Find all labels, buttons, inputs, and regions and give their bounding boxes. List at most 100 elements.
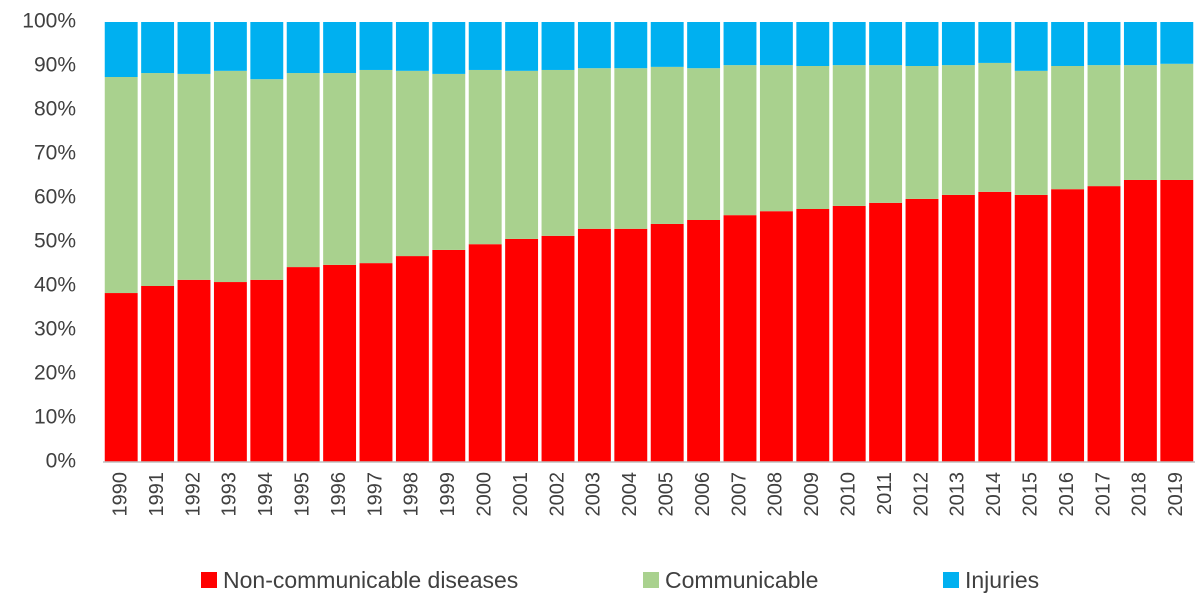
bar-segment: [177, 22, 211, 74]
bar-segment: [286, 73, 320, 268]
x-tick-label: 2009: [801, 472, 823, 517]
bar-segment: [541, 22, 575, 70]
x-tick-label: 2012: [910, 472, 932, 517]
bar-segment: [541, 235, 575, 462]
bar-segment: [468, 69, 502, 245]
y-tick-label: 20%: [34, 362, 76, 385]
y-tick-label: 10%: [34, 406, 76, 429]
x-tick-label: 1993: [219, 472, 241, 517]
bar-segment: [141, 73, 175, 286]
bar-segment: [832, 205, 866, 463]
x-tick-label: 1996: [328, 472, 350, 517]
bar-segment: [905, 198, 939, 462]
legend-label: Injuries: [965, 567, 1039, 593]
bar-segment: [687, 22, 721, 69]
bar-segment: [250, 22, 284, 80]
bar-segment: [1160, 179, 1194, 462]
bar-segment: [869, 202, 903, 462]
bar-segment: [1087, 22, 1121, 66]
bar-segment: [759, 65, 793, 212]
x-tick-label: 2001: [510, 472, 532, 517]
x-tick-label: 2002: [546, 472, 568, 517]
bar-segment: [978, 22, 1012, 63]
bar-segment: [614, 22, 648, 69]
x-tick-label: 2014: [983, 472, 1005, 517]
x-tick-label: 2015: [1019, 472, 1041, 517]
legend-swatch: [943, 572, 959, 588]
x-tick-label: 2017: [1092, 472, 1114, 517]
bar-segment: [832, 22, 866, 66]
bar-segment: [1160, 63, 1194, 180]
bar-segment: [359, 69, 393, 264]
y-tick-label: 80%: [34, 98, 76, 121]
legend-swatch: [201, 572, 217, 588]
y-tick-label: 40%: [34, 274, 76, 297]
bar-segment: [541, 69, 575, 236]
bar-segment: [796, 66, 830, 209]
x-tick-label: 2013: [947, 472, 969, 517]
bar-segment: [323, 73, 357, 265]
legend-label: Non-communicable diseases: [223, 567, 518, 593]
x-tick-label: 2004: [619, 472, 641, 517]
bar-segment: [432, 22, 466, 74]
bar-segment: [505, 22, 539, 71]
legend-label: Communicable: [665, 567, 818, 593]
bar-segment: [723, 65, 757, 216]
x-tick-label: 1991: [146, 472, 168, 517]
bar-segment: [359, 263, 393, 462]
x-tick-label: 2006: [692, 472, 714, 517]
x-tick-label: 1994: [255, 472, 277, 517]
x-tick-label: 2019: [1165, 472, 1187, 517]
y-tick-label: 60%: [34, 186, 76, 209]
bar-segment: [177, 279, 211, 462]
bar-segment: [213, 70, 247, 283]
bar-segment: [104, 22, 138, 77]
bar-segment: [395, 256, 429, 462]
bar-segment: [614, 68, 648, 229]
bar-segment: [905, 66, 939, 199]
bar-segment: [941, 194, 975, 463]
bar-segment: [104, 293, 138, 462]
bar-segment: [432, 73, 466, 250]
bar-segment: [1014, 22, 1048, 71]
bar-segment: [978, 191, 1012, 462]
bar-segment: [505, 70, 539, 239]
y-tick-label: 30%: [34, 318, 76, 341]
x-tick-label: 1990: [109, 472, 131, 517]
bar-segment: [432, 249, 466, 462]
x-tick-label: 2008: [765, 472, 787, 517]
bar-segment: [1123, 179, 1157, 462]
bar-segment: [286, 22, 320, 74]
bar-segment: [359, 22, 393, 70]
bar-segment: [395, 70, 429, 257]
bar-segment: [832, 65, 866, 206]
x-tick-label: 2011: [874, 472, 896, 515]
bar-segment: [614, 228, 648, 462]
bar-segment: [395, 22, 429, 71]
bar-segment: [905, 22, 939, 66]
bar-segment: [759, 22, 793, 66]
x-tick-label: 2018: [1129, 472, 1151, 517]
bar-segment: [1160, 22, 1194, 64]
bar-segment: [213, 22, 247, 71]
bar-segment: [650, 22, 684, 67]
y-tick-label: 70%: [34, 142, 76, 165]
x-tick-label: 2016: [1056, 472, 1078, 517]
bar-segment: [687, 68, 721, 220]
bar-segment: [650, 223, 684, 462]
bar-segment: [796, 209, 830, 462]
bar-segment: [250, 279, 284, 462]
x-tick-label: 1998: [401, 472, 423, 517]
bar-segment: [141, 286, 175, 462]
bar-segment: [577, 228, 611, 462]
x-tick-label: 2010: [837, 472, 859, 517]
legend-swatch: [643, 572, 659, 588]
bar-segment: [1051, 189, 1085, 462]
x-tick-label: 1999: [437, 472, 459, 517]
bar-segment: [1123, 65, 1157, 180]
bar-segment: [468, 244, 502, 462]
bar-segment: [577, 22, 611, 69]
x-tick-label: 1997: [364, 472, 386, 517]
bar-segment: [978, 62, 1012, 192]
